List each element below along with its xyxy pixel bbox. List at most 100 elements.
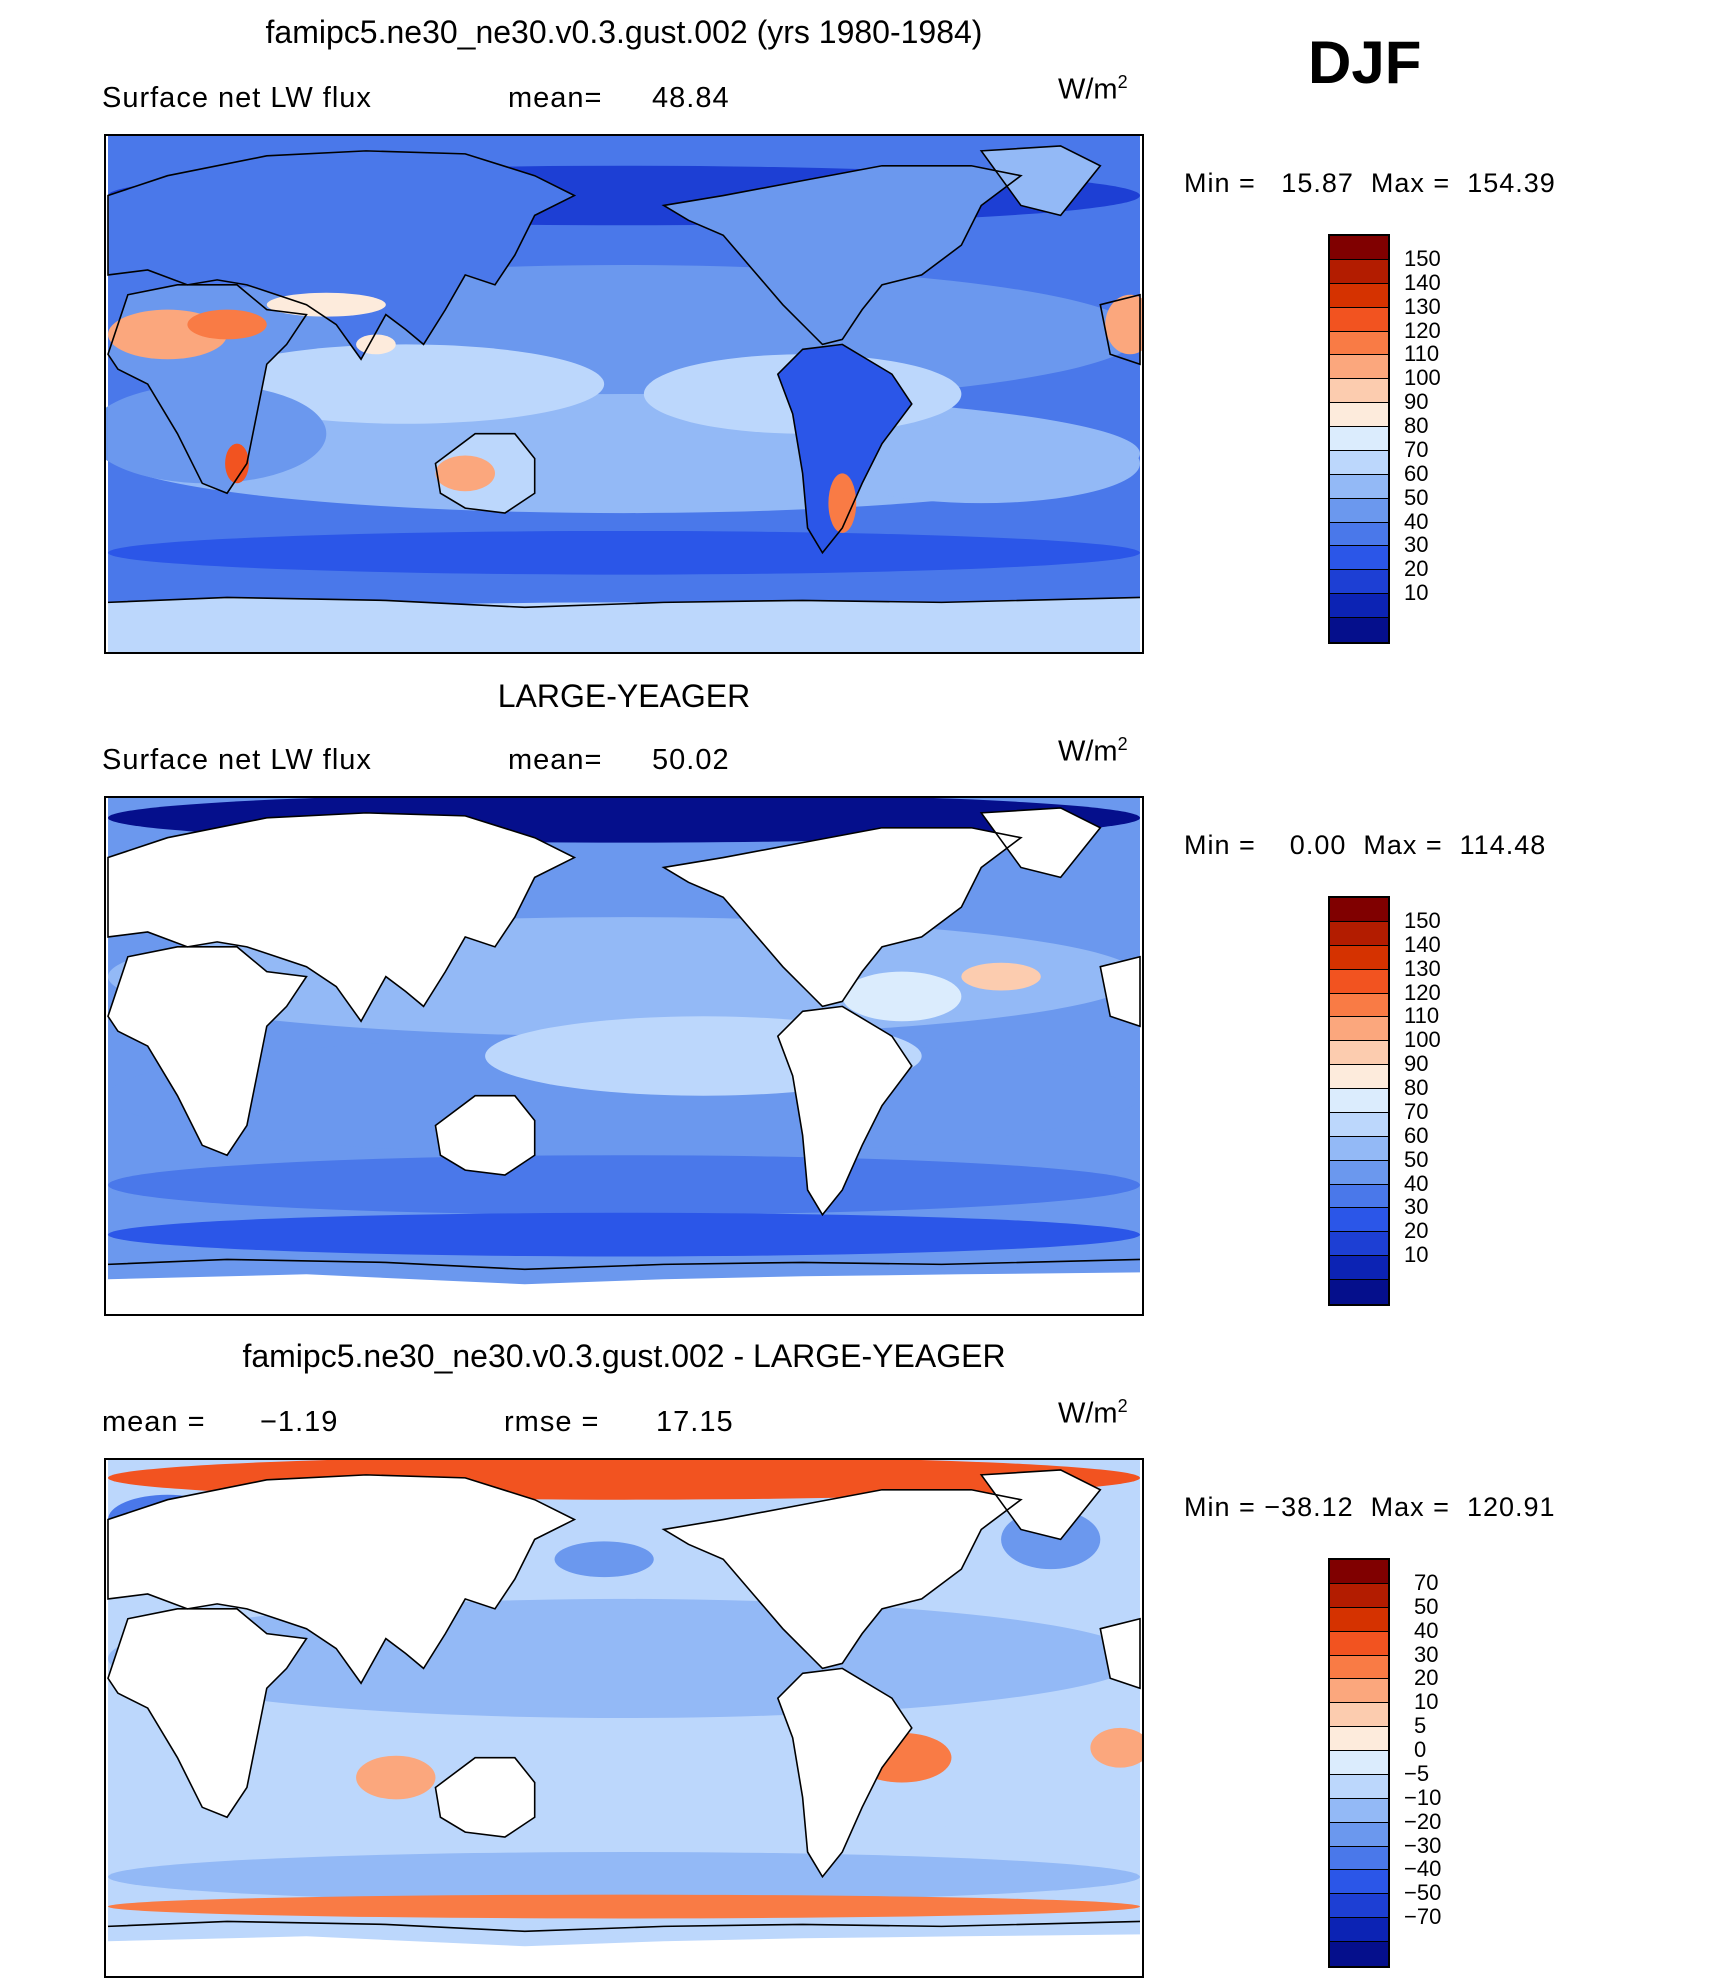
colorbar-1-box-4 xyxy=(1330,331,1388,356)
panel-1-land-samerica xyxy=(777,344,912,553)
colorbar-1-tick-label: 90 xyxy=(1404,389,1429,415)
panel-3-max-label: Max = xyxy=(1370,1492,1450,1522)
colorbar-1-tick-label: 70 xyxy=(1404,436,1429,462)
panel-2-field-4 xyxy=(108,1212,1140,1257)
colorbar-3-tick-label: 5 xyxy=(1414,1713,1427,1739)
panel-2-coast-samerica xyxy=(776,1005,913,1217)
panel-3-min-value: −38.12 xyxy=(1264,1492,1354,1522)
panel-3-coast-namerica xyxy=(661,1488,1023,1670)
panel-1-coast-safrica_e xyxy=(1099,293,1141,366)
colorbar-2-tick-label: 70 xyxy=(1404,1098,1429,1124)
colorbar-2-tick-label: 60 xyxy=(1404,1122,1429,1148)
panel-3-land-greenland xyxy=(981,1469,1101,1540)
panel-1-title: famipc5.ne30_ne30.v0.3.gust.002 (yrs 198… xyxy=(265,14,983,50)
colorbar-3-tick-label: 20 xyxy=(1414,1665,1439,1691)
colorbar-1-box-10 xyxy=(1330,474,1388,499)
panel-3-field-10 xyxy=(554,1541,654,1578)
panel-1-hot-field-3 xyxy=(435,455,495,492)
colorbar-3-box-9 xyxy=(1330,1774,1388,1799)
panel-2-title: LARGE-YEAGER xyxy=(497,678,751,714)
colorbar-1-box-9 xyxy=(1330,450,1388,475)
panel-3-land-eurasia xyxy=(108,1474,575,1684)
colorbar-3-tick-label: −20 xyxy=(1404,1808,1442,1834)
colorbar-1-box-2 xyxy=(1330,283,1388,308)
panel-2-coast-antarctica xyxy=(107,1258,1141,1271)
colorbar-3-box-14 xyxy=(1330,1894,1388,1919)
panel-3-coast-greenland xyxy=(979,1469,1102,1541)
colorbar-1-box-1 xyxy=(1330,259,1388,284)
panel-3-land-australia xyxy=(435,1757,535,1838)
panel-2-mean-label: mean= xyxy=(508,744,603,776)
colorbar-2-box-4 xyxy=(1330,993,1388,1018)
panel-3-coast-eurasia xyxy=(107,1474,577,1685)
colorbar-2-box-6 xyxy=(1330,1041,1388,1066)
panel-2-colorbar xyxy=(1328,896,1390,1306)
panel-3-mean-label: mean = xyxy=(102,1406,206,1438)
colorbar-1-tick-label: 110 xyxy=(1404,341,1440,367)
colorbar-3-box-10 xyxy=(1330,1798,1388,1823)
panel-1-field-6 xyxy=(822,423,1140,504)
colorbar-1-tick-label: 20 xyxy=(1404,556,1429,582)
panel-2-coast-australia xyxy=(434,1094,536,1176)
colorbar-2-box-0 xyxy=(1330,898,1388,922)
colorbar-3-tick-label: −70 xyxy=(1404,1904,1442,1930)
panel-2-units: W/m2 xyxy=(1058,734,1128,768)
panel-3-field-6 xyxy=(356,1755,436,1800)
colorbar-3-box-0 xyxy=(1330,1560,1388,1584)
panel-3-rmse-value: 17.15 xyxy=(656,1406,734,1438)
panel-1-land-greenland xyxy=(981,145,1101,216)
colorbar-2-tick-label: 110 xyxy=(1404,1003,1440,1029)
panel-2-coast-safrica_e xyxy=(1099,955,1141,1028)
panel-2-min-value: 0.00 xyxy=(1289,830,1347,860)
panel-3-field-8 xyxy=(1090,1727,1142,1768)
colorbar-1-box-8 xyxy=(1330,427,1388,451)
panel-1-hot-field-1 xyxy=(187,309,267,340)
panel-1-coast-namerica xyxy=(661,164,1023,346)
colorbar-2-tick-label: 120 xyxy=(1404,979,1441,1005)
colorbar-2-box-7 xyxy=(1330,1065,1388,1089)
colorbar-2-tick-label: 90 xyxy=(1404,1051,1429,1077)
panel-1-hot-field-4 xyxy=(225,443,249,484)
panel-3-coast-africa xyxy=(107,1608,308,1819)
panel-3-land-africa xyxy=(108,1608,307,1818)
panel-1-coast-samerica xyxy=(776,343,913,555)
colorbar-1-tick-label: 30 xyxy=(1404,532,1429,558)
panel-1-land-namerica xyxy=(663,165,1021,345)
colorbar-1-tick-label: 60 xyxy=(1404,460,1429,486)
colorbar-3-tick-label: −50 xyxy=(1404,1880,1442,1906)
panel-3-field-1 xyxy=(108,1737,1140,1838)
colorbar-1-box-11 xyxy=(1330,498,1388,523)
colorbar-2-tick-label: 140 xyxy=(1404,931,1441,957)
colorbar-3-tick-label: 70 xyxy=(1414,1569,1439,1595)
panel-1-field-4 xyxy=(108,530,1140,575)
panel-3-land-antarctica xyxy=(108,1934,1140,1976)
panel-1-mean-value: 48.84 xyxy=(652,82,730,114)
colorbar-2-box-15 xyxy=(1330,1256,1388,1280)
colorbar-3-tick-label: 10 xyxy=(1414,1689,1439,1715)
panel-3-land-samerica xyxy=(777,1668,912,1877)
colorbar-3-tick-label: 40 xyxy=(1414,1617,1439,1643)
panel-2-field-7 xyxy=(961,962,1041,991)
colorbar-3-box-15 xyxy=(1330,1918,1388,1942)
panel-3-coast-safrica_e xyxy=(1099,1617,1141,1690)
colorbar-3-box-6 xyxy=(1330,1703,1388,1728)
panel-1-coast-antarctica xyxy=(107,596,1141,609)
colorbar-3-tick-label: −10 xyxy=(1404,1784,1442,1810)
colorbar-1-tick-label: 10 xyxy=(1404,580,1429,606)
colorbar-1-box-3 xyxy=(1330,307,1388,332)
panel-3-land-safrica_e xyxy=(1100,1618,1140,1689)
panel-1-coast-africa xyxy=(107,284,308,495)
colorbar-1-box-12 xyxy=(1330,522,1388,547)
panel-1-hot-field-2 xyxy=(266,292,386,317)
colorbar-3-box-12 xyxy=(1330,1846,1388,1871)
colorbar-2-tick-label: 10 xyxy=(1404,1242,1429,1268)
colorbar-1-tick-label: 80 xyxy=(1404,413,1429,439)
panel-2-land-greenland xyxy=(981,807,1101,878)
panel-3-colorbar xyxy=(1328,1558,1390,1968)
colorbar-2-tick-label: 20 xyxy=(1404,1218,1429,1244)
colorbar-2-box-1 xyxy=(1330,921,1388,946)
colorbar-3-box-11 xyxy=(1330,1822,1388,1847)
colorbar-1-box-16 xyxy=(1330,618,1388,642)
panel-3-mean-value: −1.19 xyxy=(260,1406,339,1438)
colorbar-1-tick-label: 40 xyxy=(1404,508,1429,534)
